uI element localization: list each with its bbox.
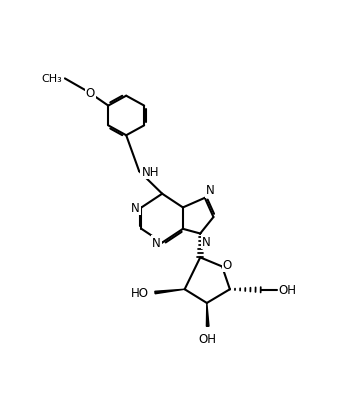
Polygon shape — [207, 303, 209, 326]
Polygon shape — [155, 290, 185, 294]
Text: N: N — [131, 201, 140, 214]
Text: N: N — [206, 184, 215, 197]
Text: O: O — [223, 258, 232, 271]
Text: HO: HO — [131, 286, 149, 299]
Text: OH: OH — [279, 283, 297, 297]
Text: NH: NH — [142, 165, 159, 178]
Text: OH: OH — [199, 332, 217, 345]
Text: N: N — [152, 236, 161, 249]
Text: CH₃: CH₃ — [42, 74, 62, 84]
Text: N: N — [202, 235, 210, 248]
Text: O: O — [85, 87, 95, 100]
